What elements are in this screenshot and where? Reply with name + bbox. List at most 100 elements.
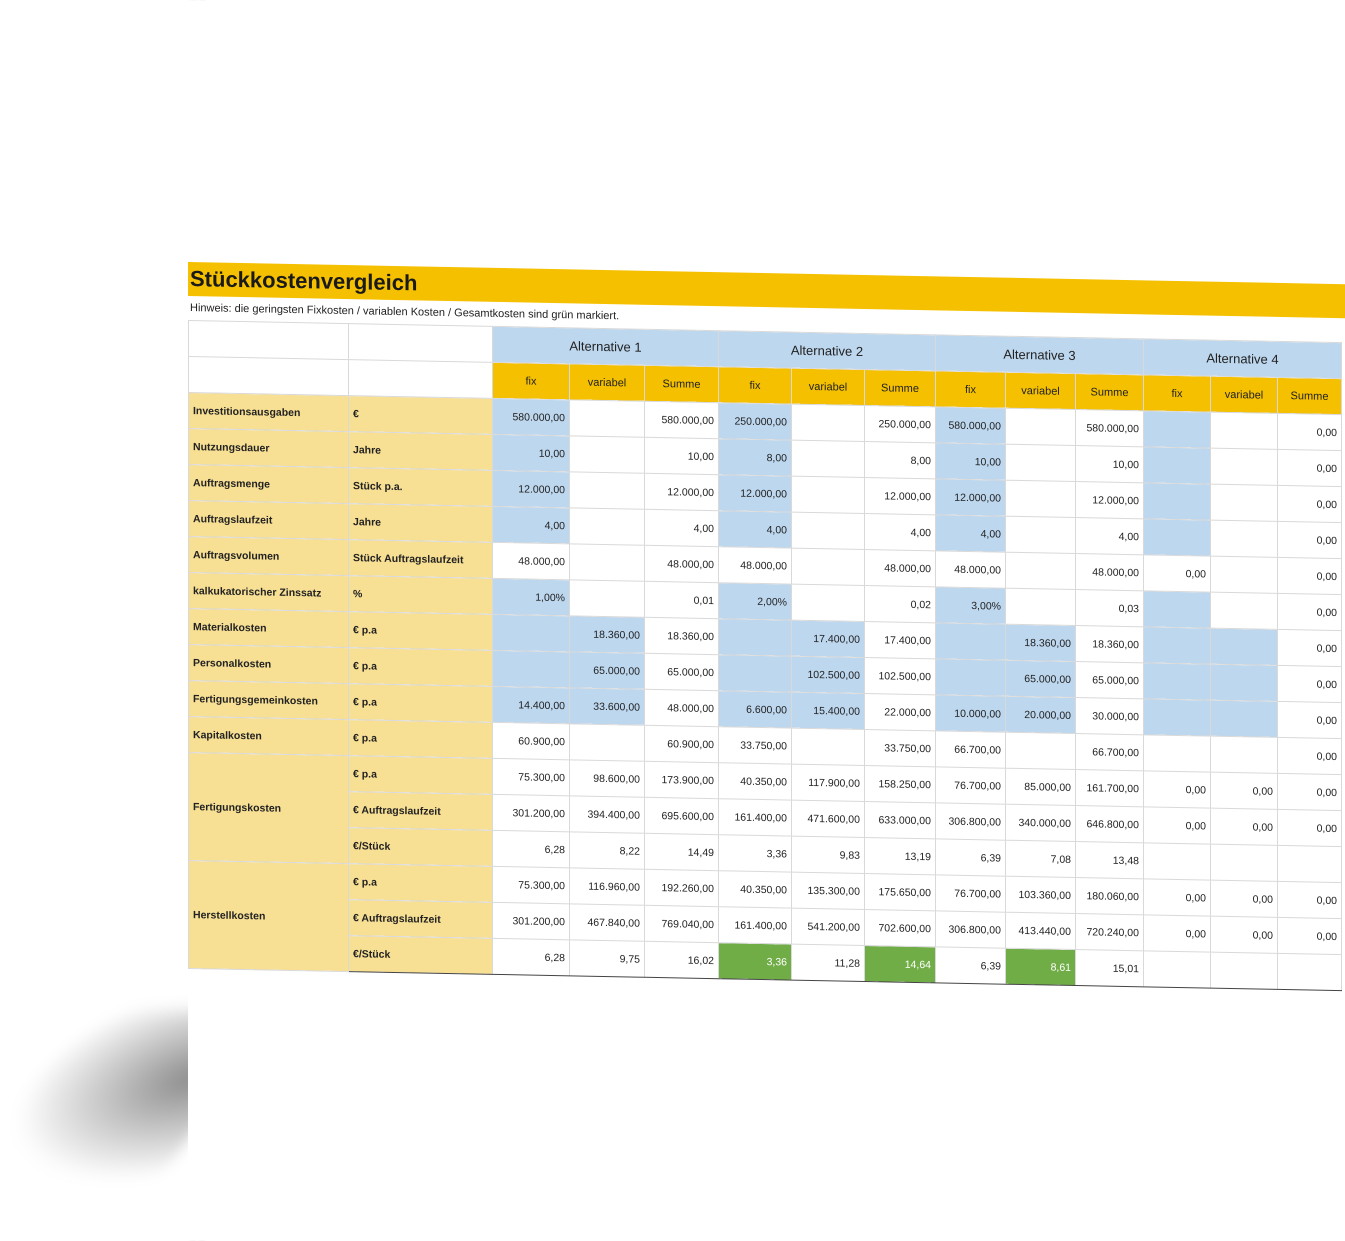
value-cell: 48.000,00 (718, 546, 792, 585)
value-cell (1005, 408, 1076, 446)
value-cell: 4,00 (718, 510, 792, 549)
row-label: kalkukatorischer Zinssatz (188, 572, 349, 612)
value-cell: 14,49 (644, 833, 719, 871)
value-cell: 0,00 (1277, 593, 1342, 631)
row-unit: € p.a (348, 755, 493, 795)
value-cell (569, 543, 645, 582)
value-cell: 9,83 (791, 836, 865, 874)
value-cell (1143, 662, 1211, 701)
value-cell: 0,00 (1143, 554, 1211, 593)
value-cell (569, 723, 645, 762)
value-cell: 75.300,00 (492, 758, 570, 796)
value-cell: 6,28 (492, 830, 570, 868)
value-cell: 33.750,00 (718, 726, 792, 765)
value-cell: 10,00 (492, 434, 570, 472)
value-cell: 0,01 (644, 581, 719, 619)
value-cell (1277, 845, 1342, 883)
subheader-cell: variabel (569, 363, 645, 402)
header-spacer (348, 323, 493, 363)
value-cell: 340.000,00 (1005, 804, 1076, 842)
value-cell: 30.000,00 (1075, 697, 1144, 735)
row-unit: € Auftragslaufzeit (348, 899, 493, 939)
value-cell: 0,00 (1277, 809, 1342, 847)
value-cell (791, 440, 865, 478)
value-cell (569, 579, 645, 618)
subheader-cell: fix (718, 366, 792, 405)
value-cell (1005, 480, 1076, 518)
value-cell: 65.000,00 (569, 651, 645, 690)
value-cell (1210, 628, 1278, 666)
value-cell (791, 584, 865, 622)
value-cell: 250.000,00 (718, 402, 792, 441)
value-cell: 580.000,00 (935, 406, 1006, 445)
value-cell: 40.350,00 (718, 870, 792, 909)
value-cell: 11,28 (791, 944, 865, 982)
value-cell: 161.400,00 (718, 798, 792, 837)
value-cell: 0,00 (1210, 772, 1278, 810)
row-unit: Stück Auftragslaufzeit (348, 539, 493, 579)
subheader-cell: Summe (1277, 377, 1342, 415)
value-cell: 75.300,00 (492, 866, 570, 904)
value-cell: 102.500,00 (864, 657, 936, 695)
value-cell (569, 435, 645, 474)
value-cell: 0,00 (1277, 737, 1342, 775)
value-cell: 65.000,00 (644, 653, 719, 691)
value-cell: 48.000,00 (644, 689, 719, 727)
value-cell: 14,64 (864, 945, 936, 983)
value-cell (791, 728, 865, 766)
subheader-cell: variabel (791, 368, 865, 406)
value-cell: 0,00 (1143, 878, 1211, 917)
value-cell: 580.000,00 (644, 401, 719, 439)
value-cell: 65.000,00 (1075, 661, 1144, 699)
value-cell: 10.000,00 (935, 694, 1006, 733)
row-unit: Jahre (348, 503, 493, 543)
value-cell: 180.060,00 (1075, 877, 1144, 915)
value-cell: 192.260,00 (644, 869, 719, 907)
value-cell: 12.000,00 (935, 478, 1006, 517)
value-cell: 0,00 (1277, 917, 1342, 955)
value-cell: 306.800,00 (935, 802, 1006, 841)
row-unit: € p.a (348, 719, 493, 759)
value-cell: 702.600,00 (864, 909, 936, 947)
value-cell (1210, 952, 1278, 990)
row-unit: € (348, 395, 493, 435)
row-unit: Jahre (348, 431, 493, 471)
value-cell (718, 618, 792, 657)
value-cell: 116.960,00 (569, 867, 645, 906)
value-cell (1143, 698, 1211, 737)
value-cell: 4,00 (935, 514, 1006, 553)
value-cell: 17.400,00 (864, 621, 936, 659)
value-cell: 10,00 (1075, 445, 1144, 483)
header-spacer (188, 320, 349, 360)
value-cell: 306.800,00 (935, 910, 1006, 949)
value-cell: 103.360,00 (1005, 876, 1076, 914)
row-unit: € p.a (348, 863, 493, 903)
value-cell (1005, 552, 1076, 590)
subheader-cell: Summe (1075, 373, 1144, 411)
value-cell: 102.500,00 (791, 656, 865, 694)
value-cell: 48.000,00 (1075, 553, 1144, 591)
value-cell: 0,00 (1277, 521, 1342, 559)
value-cell: 161.400,00 (718, 906, 792, 945)
value-cell: 9,75 (569, 939, 645, 978)
value-cell: 8,61 (1005, 948, 1076, 986)
value-cell: 48.000,00 (644, 545, 719, 583)
value-cell: 18.360,00 (569, 615, 645, 654)
value-cell: 633.000,00 (864, 801, 936, 839)
value-cell (1143, 626, 1211, 665)
row-label: Auftragslaufzeit (188, 500, 349, 540)
page-title: Stückkostenvergleich (190, 266, 418, 296)
value-cell: 580.000,00 (492, 398, 570, 436)
value-cell: 76.700,00 (935, 766, 1006, 805)
value-cell: 40.350,00 (718, 762, 792, 801)
value-cell: 33.750,00 (864, 729, 936, 767)
value-cell: 6,28 (492, 938, 570, 976)
subheader-cell: fix (935, 370, 1006, 409)
value-cell (1143, 446, 1211, 485)
value-cell (1005, 516, 1076, 554)
value-cell: 301.200,00 (492, 902, 570, 940)
value-cell: 117.900,00 (791, 764, 865, 802)
row-unit: €/Stück (348, 827, 493, 867)
value-cell: 413.440,00 (1005, 912, 1076, 950)
value-cell: 0,00 (1277, 881, 1342, 919)
